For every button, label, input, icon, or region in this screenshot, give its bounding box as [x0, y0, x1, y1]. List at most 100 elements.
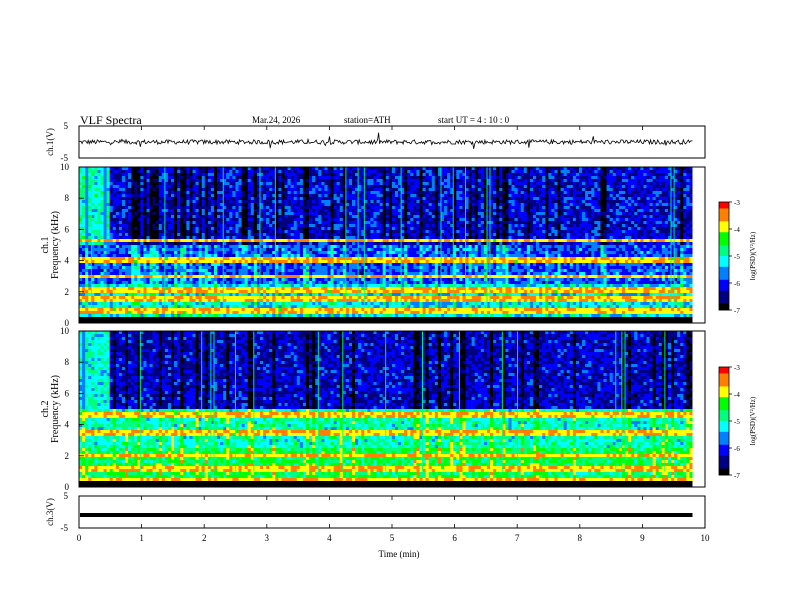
spectrogram-cell: [615, 188, 620, 192]
spectrogram-cell: [256, 206, 261, 210]
spectrogram-cell: [634, 203, 638, 207]
spectrogram-cell: [140, 233, 144, 237]
spectrogram-cell: [637, 224, 641, 228]
spectrogram-cell: [440, 212, 445, 216]
spectrogram-cell: [244, 197, 249, 201]
spectrogram-cell: [465, 182, 469, 186]
spectrogram-cell: [161, 233, 166, 237]
spectrogram-cell: [336, 209, 341, 213]
spectrogram-cell: [674, 209, 678, 213]
spectrogram-cell: [207, 224, 212, 228]
spectrogram-cell: [352, 203, 356, 207]
spectrogram-cell: [336, 233, 341, 237]
spectrogram-cell: [686, 218, 690, 222]
spectrogram-cell: [548, 209, 552, 213]
spectrogram-cell: [588, 173, 592, 177]
spectrogram-cell: [125, 194, 129, 198]
spectrogram-cell: [493, 227, 497, 231]
spectrogram-cell: [152, 173, 156, 177]
spectrogram-cell: [542, 182, 546, 186]
spectrogram-cell: [394, 173, 399, 177]
spectrogram-cell: [388, 227, 393, 231]
spectrogram-cell: [447, 167, 451, 171]
spectrogram-cell: [597, 209, 601, 213]
spectrogram-cell: [575, 188, 580, 192]
spectrogram-cell: [444, 194, 448, 198]
spectrogram-cell: [523, 230, 528, 234]
spectrogram-cell: [373, 230, 377, 234]
spectrogram-cell: [508, 227, 512, 231]
spectrogram-cell: [410, 239, 414, 243]
spectrogram-cell: [652, 185, 656, 189]
spectrogram-cell: [155, 215, 160, 219]
spectrogram-cell: [643, 173, 647, 177]
spectrogram-cell: [309, 197, 313, 201]
spectrogram-cell: [256, 221, 261, 225]
spectrogram-cell: [450, 170, 454, 174]
spectrogram-cell: [618, 236, 623, 240]
spectrogram-cell: [207, 215, 212, 219]
spectrogram-cell: [407, 173, 411, 177]
spectrogram-cell: [217, 200, 221, 204]
spectrogram-cell: [143, 212, 147, 216]
spectrogram-cell: [416, 218, 420, 222]
spectrogram-cell: [305, 176, 310, 180]
spectrogram-cell: [364, 200, 368, 204]
spectrogram-cell: [161, 230, 166, 234]
spectrogram-cell: [210, 236, 215, 240]
spectrogram-cell: [318, 167, 322, 171]
spectrogram-cell: [229, 209, 233, 213]
spectrogram-cell: [174, 176, 178, 180]
spectrogram-cell: [137, 230, 141, 234]
spectrogram-cell: [625, 188, 629, 192]
spectrogram-cell: [223, 179, 227, 183]
spectrogram-cell: [269, 212, 273, 216]
spectrogram-cell: [658, 212, 663, 216]
spectrogram-cell: [312, 173, 316, 177]
spectrogram-cell: [425, 221, 429, 225]
spectrogram-cell: [125, 176, 129, 180]
spectrogram-cell: [471, 233, 475, 237]
spectrogram-cell: [269, 221, 273, 225]
spectrogram-cell: [125, 206, 129, 210]
spectrogram-cell: [198, 182, 202, 186]
spectrogram-cell: [134, 182, 138, 186]
spectrogram-cell: [434, 176, 439, 180]
spectrogram-cell: [112, 191, 117, 195]
spectrogram-cell: [594, 182, 598, 186]
spectrogram-cell: [539, 191, 543, 195]
spectrogram-cell: [376, 188, 380, 192]
spectrogram-cell: [241, 221, 245, 225]
spectrogram-cell: [180, 191, 184, 195]
spectrogram-cell: [198, 188, 202, 192]
spectrogram-cell: [680, 185, 684, 189]
spectrogram-cell: [275, 191, 279, 195]
spectrogram-cell: [428, 233, 433, 237]
spectrogram-cell: [600, 179, 604, 183]
spectrogram-cell: [217, 194, 221, 198]
spectrogram-cell: [299, 203, 304, 207]
spectrogram-cell: [106, 197, 110, 201]
spectrogram-cell: [444, 182, 448, 186]
spectrogram-cell: [287, 167, 291, 171]
spectrogram-cell: [161, 170, 166, 174]
spectrogram-cell: [106, 194, 110, 198]
spectrogram-cell: [128, 167, 132, 171]
spectrogram-cell: [186, 224, 190, 228]
spectrogram-cell: [398, 209, 402, 213]
spectrogram-cell: [425, 206, 429, 210]
spectrogram-cell: [137, 203, 141, 207]
spectrogram-cell: [462, 212, 466, 216]
spectrogram-cell: [253, 233, 258, 237]
spectrogram-cell: [275, 188, 279, 192]
spectrogram-cell: [259, 221, 264, 225]
spectrogram-cell: [591, 188, 595, 192]
spectrogram-cell: [502, 197, 506, 201]
spectrogram-cell: [667, 227, 672, 231]
spectrogram-cell: [434, 233, 439, 237]
spectrogram-cell: [483, 212, 488, 216]
spectrogram-cell: [671, 179, 675, 183]
spectrogram-cell: [480, 185, 485, 189]
spectrogram-cell: [82, 188, 86, 192]
spectrogram-cell: [180, 185, 184, 189]
